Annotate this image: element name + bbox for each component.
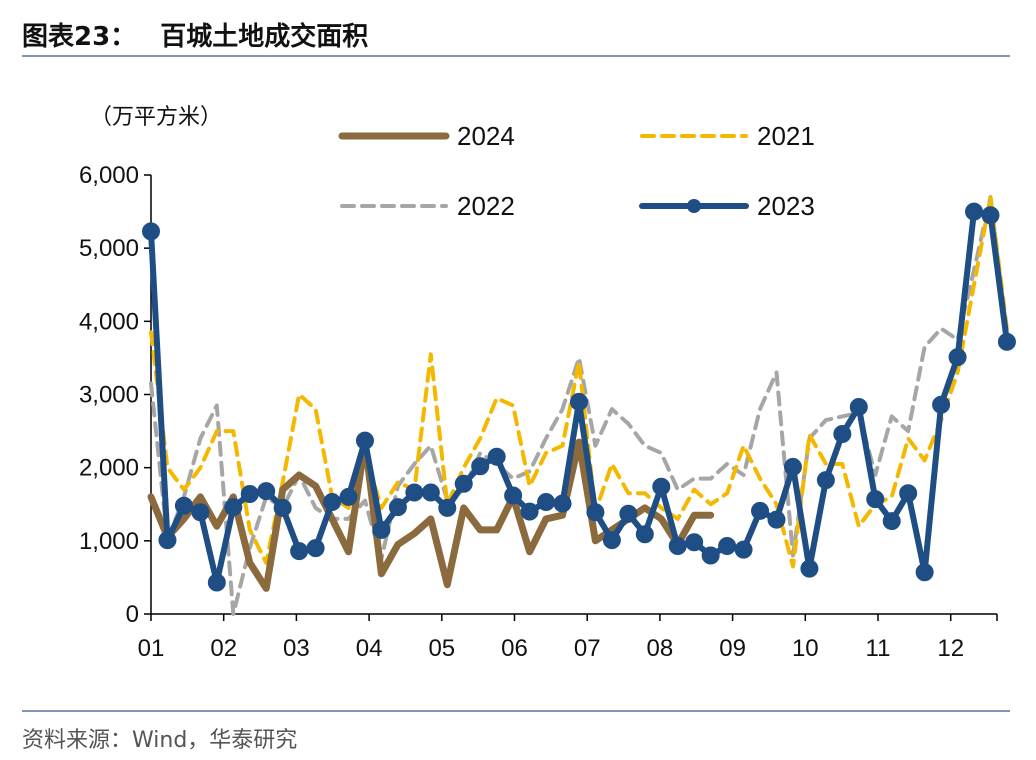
data-point-2023: [388, 498, 407, 517]
data-point-2023: [734, 540, 753, 559]
data-point-2023: [833, 425, 852, 444]
data-point-2023: [701, 546, 720, 565]
data-point-2023: [948, 348, 967, 367]
figure-label: 图表23：: [22, 21, 137, 52]
data-point-2023: [981, 206, 1000, 225]
legend-marker-2023: [687, 199, 701, 213]
data-point-2023: [454, 474, 473, 493]
legend: 2024 2021 2022 2023: [338, 121, 815, 221]
data-point-2023: [405, 483, 424, 502]
data-point-2023: [816, 471, 835, 490]
y-tick-label: 6,000: [79, 162, 139, 189]
x-tick-label: 03: [283, 635, 310, 662]
data-point-2023: [191, 503, 210, 522]
data-point-2023: [520, 502, 539, 521]
series-line-2021: [149, 195, 1009, 569]
top-divider: [22, 55, 1010, 57]
y-tick-label: 1,000: [79, 528, 139, 555]
data-point-2023: [504, 486, 523, 505]
data-point-2023: [718, 536, 737, 555]
data-point-2023: [866, 490, 885, 509]
data-point-2023: [240, 485, 259, 504]
figure-header: 图表23： 百城土地成交面积: [22, 14, 368, 54]
data-point-2023: [207, 573, 226, 592]
data-point-2023: [800, 559, 819, 578]
data-point-2023: [355, 431, 374, 450]
data-point-2023: [553, 494, 572, 513]
data-point-2023: [290, 542, 309, 561]
data-point-2023: [323, 493, 342, 512]
land-transaction-area-chart: （万平方米） 0 1,000 2,000 3,000 4,000 5,000 6,000 01…: [79, 105, 1016, 662]
y-tick-label: 4,000: [79, 308, 139, 335]
figure-title: 百城土地成交面积: [160, 21, 369, 52]
y-tick-label: 2,000: [79, 455, 139, 482]
data-point-2023: [602, 531, 621, 550]
data-point-2023: [997, 332, 1016, 351]
series-layer: [142, 195, 1016, 616]
x-tick-label: 10: [792, 635, 819, 662]
data-point-2023: [537, 493, 556, 512]
x-tick-label: 11: [866, 635, 891, 662]
data-point-2023: [471, 457, 490, 476]
data-point-2023: [487, 447, 506, 466]
data-point-2023: [965, 202, 984, 221]
data-point-2023: [751, 501, 770, 520]
data-point-2023: [652, 477, 671, 496]
x-tick-label: 09: [719, 635, 746, 662]
data-point-2023: [174, 496, 193, 515]
data-point-2023: [882, 512, 901, 531]
data-point-2023: [158, 531, 177, 550]
bottom-divider: [22, 710, 1010, 712]
data-point-2023: [569, 392, 588, 411]
x-tick-label: 12: [937, 635, 964, 662]
data-point-2023: [849, 397, 868, 416]
x-tick-label: 01: [138, 635, 165, 662]
data-point-2023: [339, 487, 358, 506]
legend-label-2023: 2023: [757, 191, 815, 221]
x-tick-label: 08: [647, 635, 674, 662]
data-point-2023: [273, 498, 292, 517]
x-tick-label: 04: [356, 635, 383, 662]
data-point-2023: [257, 482, 276, 501]
data-point-2023: [306, 539, 325, 558]
source-note: 资料来源：Wind，华泰研究: [22, 728, 298, 753]
data-point-2023: [915, 563, 934, 582]
data-point-2023: [619, 504, 638, 523]
data-point-2023: [438, 498, 457, 517]
x-tick-label: 07: [574, 635, 601, 662]
data-point-2023: [932, 395, 951, 414]
legend-label-2024: 2024: [457, 121, 515, 151]
data-point-2023: [142, 222, 160, 241]
data-point-2023: [635, 525, 654, 544]
legend-label-2022: 2022: [457, 191, 515, 221]
data-point-2023: [668, 536, 687, 555]
x-tick-label: 06: [501, 635, 528, 662]
y-tick-label: 0: [126, 601, 139, 628]
data-point-2023: [224, 498, 243, 517]
x-tick-label: 02: [210, 635, 237, 662]
data-point-2023: [783, 457, 802, 476]
legend-label-2021: 2021: [757, 121, 815, 151]
data-point-2023: [767, 510, 786, 529]
data-point-2023: [372, 520, 391, 539]
y-unit-label: （万平方米）: [90, 105, 222, 130]
y-tick-label: 3,000: [79, 382, 139, 409]
data-point-2023: [899, 484, 918, 503]
y-tick-label: 5,000: [79, 235, 139, 262]
data-point-2023: [421, 483, 440, 502]
axes: 0 1,000 2,000 3,000 4,000 5,000 6,000 01 02 03 04 0…: [79, 162, 998, 662]
x-tick-label: 05: [428, 635, 455, 662]
data-point-2023: [685, 533, 704, 552]
data-point-2023: [586, 503, 605, 522]
